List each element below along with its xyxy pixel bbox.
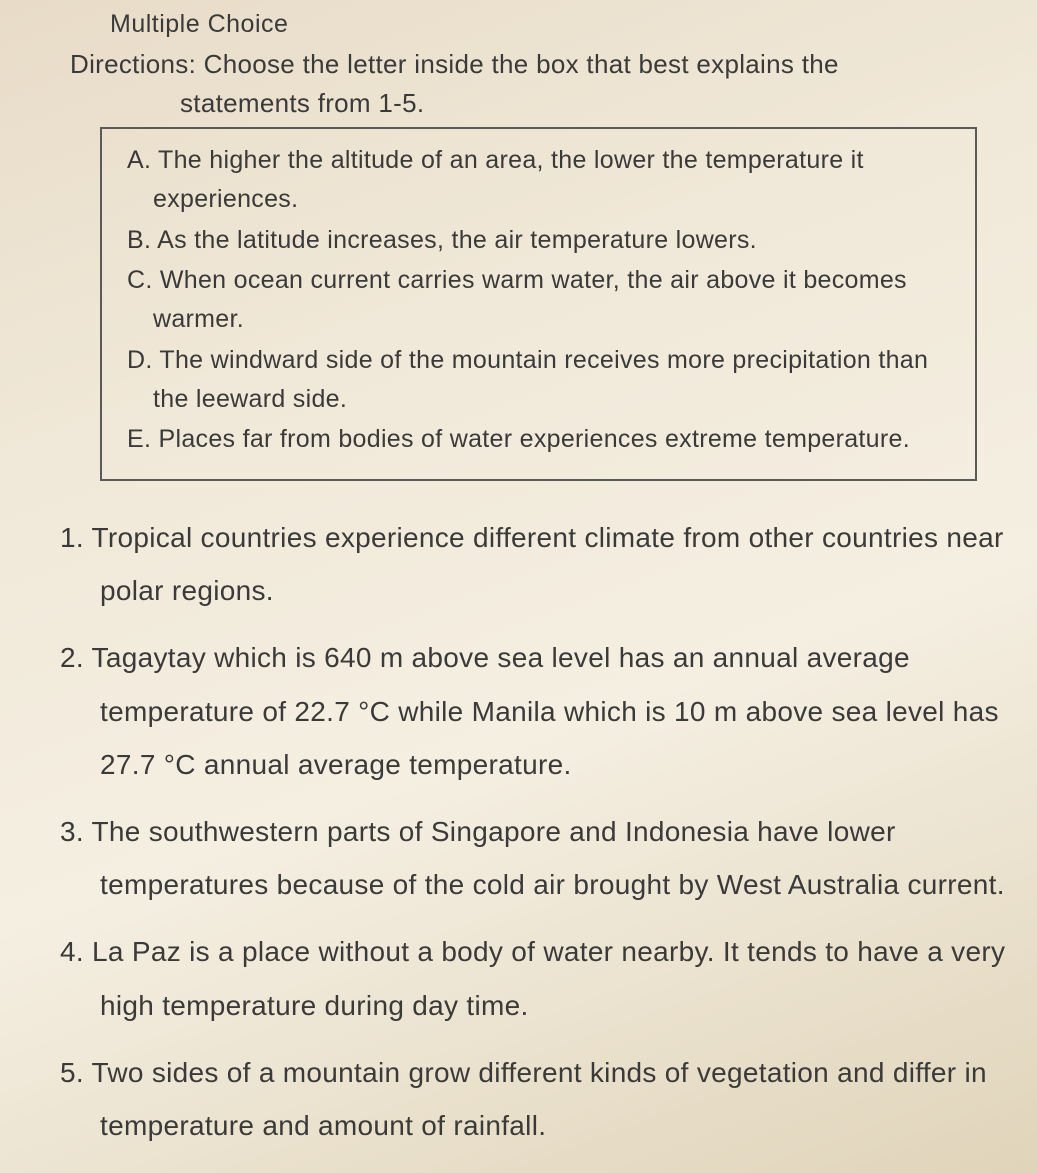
- choice-c: C. When ocean current carries warm water…: [127, 261, 955, 339]
- question-number: 2.: [60, 642, 84, 673]
- section-type: Multiple Choice: [110, 10, 1017, 39]
- question-number: 3.: [60, 816, 84, 847]
- choices-box: A. The higher the altitude of an area, t…: [100, 127, 977, 481]
- choice-text: Places far from bodies of water experien…: [158, 425, 909, 453]
- question-number: 4.: [60, 936, 84, 967]
- question-number: 5.: [60, 1057, 84, 1088]
- choice-d: D. The windward side of the mountain rec…: [127, 341, 955, 419]
- question-text: La Paz is a place without a body of wate…: [92, 936, 1005, 1020]
- directions-line2: statements from 1-5.: [180, 84, 1017, 123]
- question-3: 3. The southwestern parts of Singapore a…: [60, 805, 1017, 911]
- question-text: The southwestern parts of Singapore and …: [92, 816, 1005, 900]
- choice-letter: A.: [127, 146, 151, 174]
- choice-text: The windward side of the mountain receiv…: [153, 346, 928, 413]
- question-5: 5. Two sides of a mountain grow differen…: [60, 1046, 1017, 1152]
- choice-a: A. The higher the altitude of an area, t…: [127, 141, 955, 219]
- choice-e: E. Places far from bodies of water exper…: [127, 420, 955, 459]
- question-text: Two sides of a mountain grow different k…: [92, 1057, 987, 1141]
- choice-text: When ocean current carries warm water, t…: [153, 266, 907, 333]
- choice-letter: B.: [127, 226, 151, 254]
- question-text: Tagaytay which is 640 m above sea level …: [92, 642, 999, 779]
- choice-letter: C.: [127, 266, 153, 294]
- question-number: 1.: [60, 522, 84, 553]
- choice-letter: D.: [127, 346, 153, 374]
- question-text: Tropical countries experience different …: [92, 522, 1004, 606]
- choice-text: The higher the altitude of an area, the …: [153, 146, 864, 213]
- question-4: 4. La Paz is a place without a body of w…: [60, 925, 1017, 1031]
- choice-b: B. As the latitude increases, the air te…: [127, 221, 955, 260]
- choice-letter: E.: [127, 425, 151, 453]
- directions-line1: Directions: Choose the letter inside the…: [70, 45, 1017, 84]
- question-1: 1. Tropical countries experience differe…: [60, 511, 1017, 617]
- choice-text: As the latitude increases, the air tempe…: [157, 226, 757, 254]
- question-2: 2. Tagaytay which is 640 m above sea lev…: [60, 631, 1017, 791]
- questions-list: 1. Tropical countries experience differe…: [60, 511, 1017, 1152]
